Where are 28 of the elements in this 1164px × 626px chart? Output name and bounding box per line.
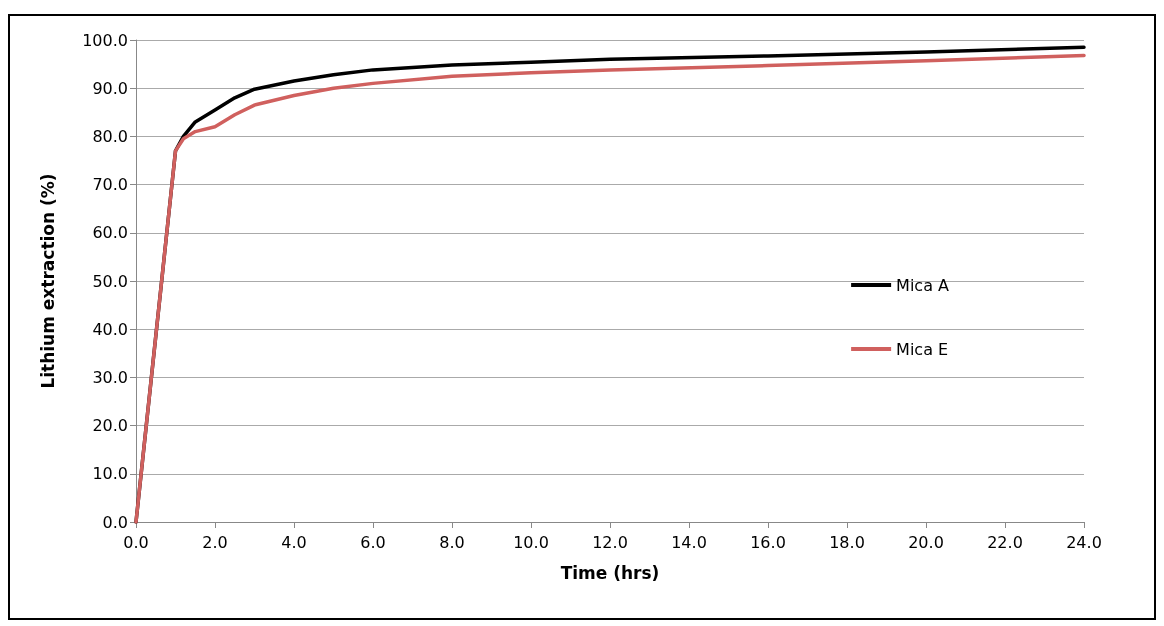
y-tick-label: 30.0 — [92, 367, 128, 387]
x-axis-title: Time (hrs) — [560, 562, 660, 583]
y-tick-label: 10.0 — [92, 464, 128, 484]
legend-label: Mica E — [896, 339, 949, 359]
y-tick-label: 80.0 — [92, 126, 128, 146]
x-tick-label: 12.0 — [592, 532, 628, 552]
y-tick-label: 70.0 — [92, 175, 128, 195]
x-tick-label: 16.0 — [750, 532, 786, 552]
y-tick-label: 100.0 — [82, 30, 128, 50]
x-tick-label: 14.0 — [671, 532, 707, 552]
x-tick-label: 18.0 — [829, 532, 865, 552]
y-tick-label: 60.0 — [92, 223, 128, 243]
legend-label: Mica A — [896, 275, 950, 295]
y-tick-label: 0.0 — [102, 512, 128, 532]
x-tick-label: 4.0 — [281, 532, 307, 552]
x-tick-label: 20.0 — [908, 532, 944, 552]
x-tick-label: 0.0 — [123, 532, 149, 552]
y-axis-title: Lithium extraction (%) — [37, 173, 58, 389]
x-tick-label: 22.0 — [987, 532, 1023, 552]
y-tick-label: 40.0 — [92, 319, 128, 339]
y-tick-label: 20.0 — [92, 416, 128, 436]
x-tick-label: 8.0 — [439, 532, 465, 552]
y-tick-label: 90.0 — [92, 78, 128, 98]
x-tick-label: 6.0 — [360, 532, 386, 552]
x-tick-label: 2.0 — [202, 532, 228, 552]
y-tick-label: 50.0 — [92, 271, 128, 291]
x-tick-label: 10.0 — [513, 532, 549, 552]
x-tick-label: 24.0 — [1066, 532, 1102, 552]
